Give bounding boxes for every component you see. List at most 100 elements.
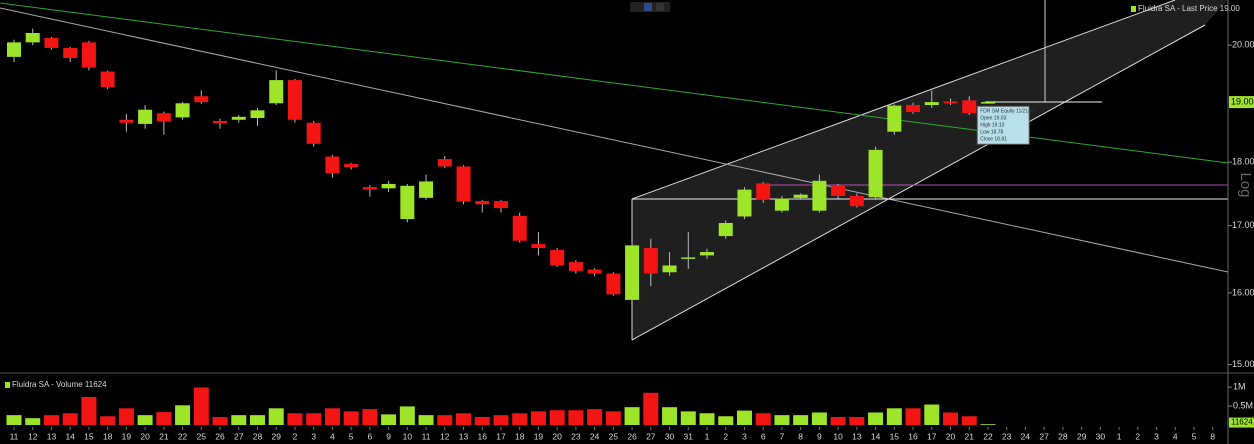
- tooltip-text: Close 18.81: [980, 137, 1007, 143]
- y-tick-label: 0.5M: [1233, 400, 1253, 410]
- x-tick-label: 21: [964, 431, 974, 441]
- candle-body: [194, 96, 209, 103]
- volume-bar: [231, 415, 247, 425]
- x-tick-label: 31: [684, 431, 694, 441]
- candle-body: [625, 245, 640, 300]
- x-tick-label: 13: [459, 431, 469, 441]
- x-tick-label: 30: [1096, 431, 1106, 441]
- volume-bar: [774, 415, 790, 425]
- volume-bar: [605, 411, 621, 425]
- volume-bar: [886, 408, 902, 425]
- candle-body: [774, 198, 789, 211]
- x-tick-label: 4: [1173, 431, 1178, 441]
- candle-body: [437, 159, 452, 167]
- x-tick-label: 29: [1077, 431, 1087, 441]
- y-tick-label: 15.00: [1232, 359, 1254, 369]
- x-tick-label: 5: [1192, 431, 1197, 441]
- volume-bar: [193, 387, 209, 425]
- tooltip-box: [976, 105, 1030, 145]
- volume-bar: [624, 407, 640, 425]
- volume-bar: [62, 413, 78, 425]
- x-tick-label: 24: [590, 431, 600, 441]
- candle-body: [475, 201, 490, 205]
- candle-body: [25, 33, 40, 43]
- candle-body: [419, 181, 434, 198]
- volume-bar: [849, 417, 865, 425]
- volume-bar: [362, 409, 378, 425]
- volume-bar: [493, 415, 509, 425]
- volume-bar: [512, 413, 528, 425]
- volume-bar: [568, 410, 584, 425]
- candle-body: [906, 105, 921, 113]
- y-tick-label: 17.00: [1232, 220, 1254, 230]
- x-tick-label: 10: [833, 431, 843, 441]
- candle-body: [81, 42, 96, 68]
- x-tick-label: 14: [871, 431, 881, 441]
- x-tick-label: 21: [159, 431, 169, 441]
- volume-bar: [587, 409, 603, 425]
- volume-bar: [530, 411, 546, 425]
- x-tick-label: 2: [1135, 431, 1140, 441]
- volume-bar: [755, 413, 771, 425]
- x-tick-label: 12: [440, 431, 450, 441]
- x-tick-label: 18: [103, 431, 113, 441]
- x-tick-label: 27: [646, 431, 656, 441]
- x-tick-label: 19: [534, 431, 544, 441]
- last-volume-box: [1229, 417, 1254, 428]
- candle-body: [287, 80, 302, 120]
- candle-body: [63, 47, 78, 58]
- tooltip-text: FDR SM Equity 11/21/25: [980, 109, 1035, 115]
- candle-body: [231, 116, 246, 120]
- x-tick-label: 3: [311, 431, 316, 441]
- volume-bar: [268, 408, 284, 425]
- x-tick-label: 15: [890, 431, 900, 441]
- trend-line: [0, 7, 1229, 273]
- volume-bar: [868, 412, 884, 425]
- x-tick-label: 28: [1058, 431, 1068, 441]
- x-tick-label: 16: [908, 431, 918, 441]
- volume-bar: [718, 416, 734, 425]
- volume-bar: [943, 412, 958, 425]
- candle-body: [344, 163, 359, 168]
- x-tick-label: 8: [798, 431, 803, 441]
- candle-body: [587, 269, 602, 274]
- candle-body: [849, 195, 864, 207]
- x-tick-label: 20: [552, 431, 562, 441]
- volume-bar: [343, 411, 359, 425]
- volume-bar: [549, 410, 565, 425]
- x-tick-label: 6: [761, 431, 766, 441]
- toolbar-button[interactable]: [656, 3, 664, 11]
- x-tick-label: 28: [253, 431, 263, 441]
- x-tick-label: 3: [1154, 431, 1159, 441]
- channel-lower: [631, 24, 1206, 341]
- x-tick-label: 1: [705, 431, 710, 441]
- candle-body: [793, 194, 808, 198]
- candle-body: [456, 166, 471, 202]
- x-tick-label: 22: [983, 431, 993, 441]
- x-tick-label: 24: [1021, 431, 1031, 441]
- candle-body: [550, 250, 565, 266]
- toolbar-button[interactable]: [644, 3, 652, 11]
- candle-body: [887, 105, 902, 132]
- x-tick-label: 6: [368, 431, 373, 441]
- candle-body: [381, 183, 396, 189]
- candle-body: [493, 201, 508, 209]
- candle-body: [531, 244, 546, 249]
- candle-body: [924, 102, 939, 106]
- x-tick-label: 23: [1002, 431, 1012, 441]
- volume-bar: [699, 413, 715, 425]
- y-tick-label: 16.00: [1232, 287, 1254, 297]
- x-tick-label: 4: [330, 431, 335, 441]
- volume-bar: [437, 415, 453, 425]
- x-tick-label: 26: [215, 431, 225, 441]
- x-tick-label: 14: [65, 431, 75, 441]
- x-tick-label: 27: [1039, 431, 1049, 441]
- x-tick-label: 12: [28, 431, 38, 441]
- volume-bar: [324, 408, 340, 425]
- candle-body: [756, 183, 771, 200]
- volume-bar: [43, 415, 59, 425]
- x-tick-label: 20: [140, 431, 150, 441]
- volume-bar: [249, 415, 265, 425]
- channel-upper: [631, 0, 1176, 200]
